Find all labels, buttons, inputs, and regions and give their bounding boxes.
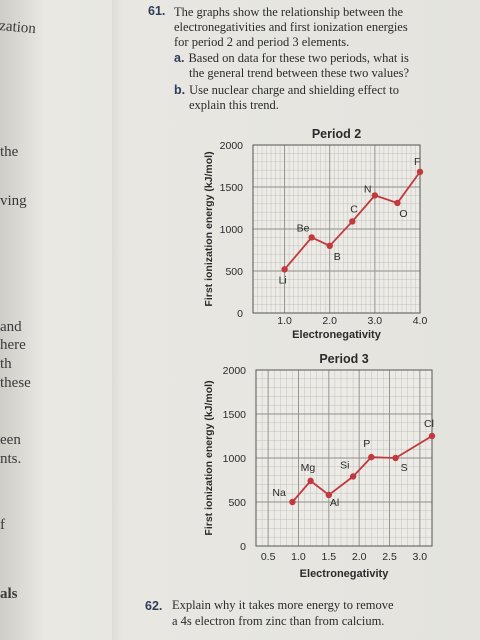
data-point-label: S (401, 462, 408, 474)
question-61-stem-line: electronegativities and first ionization… (174, 20, 408, 34)
question-61-stem-line: The graphs show the relationship between… (174, 5, 404, 19)
y-tick-label: 500 (228, 497, 246, 509)
data-point (326, 242, 333, 249)
data-point (416, 168, 424, 176)
margin-fragment: and (0, 319, 22, 335)
data-point-label: Mg (301, 462, 316, 474)
question-61-part-a-line: the general trend between these two valu… (189, 66, 410, 80)
series-line-segment (395, 435, 433, 459)
data-point-label: O (399, 208, 407, 220)
y-tick-label: 1000 (220, 224, 244, 236)
x-tick-label: 1.5 (322, 551, 337, 563)
series-line-segment (396, 171, 421, 204)
margin-fragment: nts. (0, 451, 22, 467)
series-line-segment (291, 480, 312, 503)
data-point (325, 491, 333, 499)
plot-frame (252, 144, 421, 314)
margin-fragment: the (0, 144, 19, 160)
part-a-text: Based on data for these two periods, wha… (188, 51, 409, 65)
y-tick-label: 0 (240, 541, 246, 553)
series-line-segment (374, 194, 398, 204)
margin-fragment: een (0, 432, 21, 448)
data-point (368, 453, 375, 461)
x-tick-label: 2.0 (322, 315, 337, 327)
x-tick-label: 2.0 (352, 551, 367, 563)
x-tick-label: 0.5 (261, 551, 276, 563)
data-point (428, 432, 436, 440)
question-62-line: Explain why it takes more energy to remo… (172, 598, 394, 612)
data-point (392, 454, 399, 462)
question-61-number: 61. (148, 4, 166, 18)
data-point (371, 192, 379, 199)
question-61-part-b-line: explain this trend. (189, 98, 279, 112)
series-line-segment (371, 456, 396, 459)
data-point-label: Na (272, 487, 286, 499)
data-point-label: Li (279, 274, 287, 286)
data-point (307, 477, 314, 485)
y-tick-label: 0 (237, 308, 243, 320)
series-line-segment (328, 475, 354, 496)
data-point (349, 473, 357, 480)
question-61-stem-line: for period 2 and period 3 elements. (174, 35, 350, 49)
data-point-label: F (414, 156, 420, 168)
question-62-line: a 4s electron from zinc than from calciu… (172, 614, 385, 628)
question-61-part-b: b. Use nuclear charge and shielding effec… (174, 83, 399, 98)
y-tick-label: 1500 (220, 182, 244, 194)
x-tick-label: 2.5 (382, 551, 397, 563)
data-point (308, 234, 315, 241)
margin-fragment: ving (0, 193, 27, 209)
y-tick-label: 2000 (223, 365, 247, 377)
data-point-label: P (363, 438, 370, 450)
series-line-segment (329, 220, 353, 247)
margin-fragment: here (0, 337, 26, 353)
y-tick-label: 500 (225, 266, 243, 278)
data-point-label: Be (297, 222, 310, 234)
y-tick-label: 2000 (220, 140, 244, 152)
data-point-label: Si (340, 459, 349, 471)
data-point (289, 498, 296, 506)
margin-fragment: f (0, 517, 5, 533)
data-point-label: Cl (424, 418, 434, 430)
margin-fragment: these (0, 375, 31, 391)
margin-fragment: th (0, 356, 12, 372)
question-62-number: 62. (145, 599, 163, 613)
y-tick-label: 1500 (223, 409, 247, 421)
part-b-letter: b. (174, 83, 186, 97)
x-tick-label: 3.0 (368, 315, 383, 327)
chart-title: Period 2 (312, 127, 361, 141)
series-line-segment (310, 480, 330, 496)
y-axis-label: First ionization energy (kJ/mol) (203, 151, 215, 306)
series-line-segment (311, 236, 331, 247)
y-axis-label: First ionization energy (kJ/mol) (203, 380, 215, 535)
data-point (281, 266, 288, 273)
series-line-segment (351, 194, 376, 223)
margin-fragment: als (0, 586, 18, 602)
page-gutter-shadow (112, 0, 122, 640)
data-point-label: B (334, 251, 341, 263)
series-line-segment (283, 236, 313, 270)
x-axis-label: Electronegativity (300, 568, 390, 580)
x-axis-label: Electronegativity (292, 329, 382, 341)
data-point-label: N (364, 183, 372, 195)
series-line-segment (352, 456, 372, 478)
data-point (349, 218, 356, 225)
data-point-label: Al (330, 497, 339, 509)
data-point-label: C (350, 203, 358, 215)
data-point (394, 199, 401, 207)
plot-frame (255, 369, 433, 547)
y-tick-label: 1000 (223, 453, 247, 465)
x-tick-label: 1.0 (277, 315, 292, 327)
x-tick-label: 4.0 (413, 315, 428, 327)
x-tick-label: 3.0 (413, 551, 428, 563)
question-61-part-a: a. Based on data for these two periods, w… (174, 51, 409, 66)
chart-title: Period 3 (319, 352, 368, 366)
x-tick-label: 1.0 (291, 551, 306, 563)
part-a-letter: a. (174, 51, 185, 65)
part-b-text: Use nuclear charge and shielding effect … (189, 83, 399, 97)
